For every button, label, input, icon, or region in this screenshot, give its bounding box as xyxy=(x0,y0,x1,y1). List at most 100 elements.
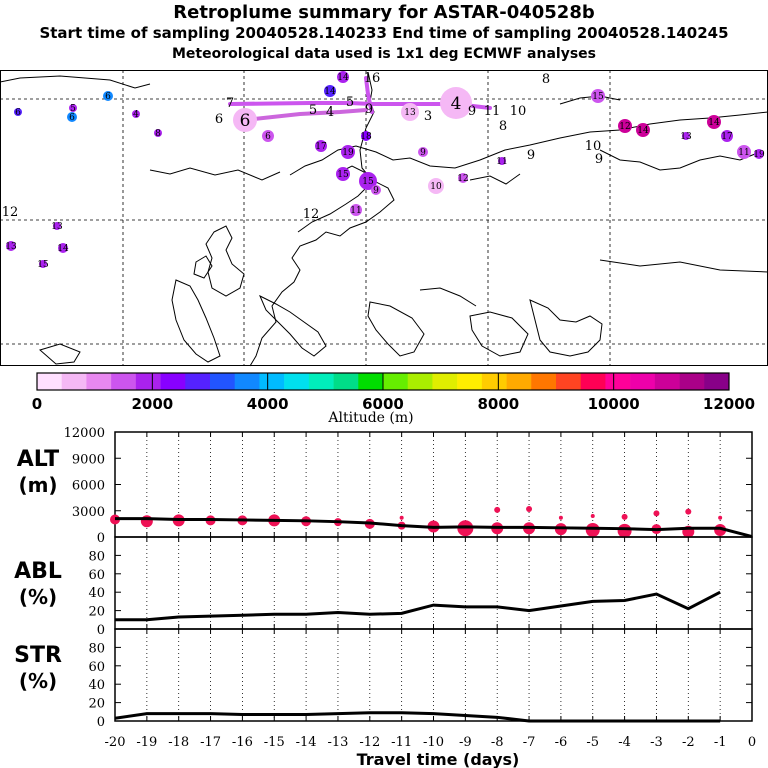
trajectory-cluster-dot xyxy=(154,129,162,137)
trajectory-cluster-dot xyxy=(707,115,721,129)
x-tick-label: -13 xyxy=(327,735,348,750)
coastline xyxy=(149,167,281,181)
trajectory-cluster-dot xyxy=(58,243,68,253)
trajectory-day-label: 11 xyxy=(496,157,507,167)
altitude-marker xyxy=(653,510,660,517)
trajectory-day-label: 19 xyxy=(753,150,765,160)
trajectory-day-label: 13 xyxy=(680,132,692,142)
colorbar-swatch xyxy=(111,373,137,390)
coastline xyxy=(193,255,213,279)
panel-title: ALT xyxy=(17,447,59,472)
x-tick-label: -8 xyxy=(491,735,504,750)
colorbar-swatch xyxy=(605,373,631,390)
altitude-marker xyxy=(140,515,153,528)
chart-title: Retroplume summary for ASTAR-040528b xyxy=(173,2,595,23)
y-tick-label: 60 xyxy=(88,660,105,675)
colorbar-swatch xyxy=(37,373,63,390)
coastline xyxy=(367,301,425,357)
trajectory-cluster-dot xyxy=(361,131,371,141)
trajectory-day-label: 7 xyxy=(226,96,234,111)
trajectory-day-label: 15 xyxy=(337,170,349,180)
trajectory-day-label: 5 xyxy=(346,95,354,110)
trajectory-cluster-dot xyxy=(69,104,77,112)
trajectory-day-label: 9 xyxy=(468,104,476,119)
colorbar-swatch xyxy=(160,373,186,390)
x-tick-label: -10 xyxy=(423,735,444,750)
colorbar-swatch xyxy=(556,373,582,390)
altitude-marker xyxy=(617,523,632,538)
trajectory-day-label: 15 xyxy=(592,92,604,102)
trajectory-cluster-dot xyxy=(67,112,77,122)
colorbar-tick-label: 4000 xyxy=(247,395,289,413)
altitude-marker xyxy=(494,506,501,513)
y-tick-label: 40 xyxy=(88,678,105,693)
x-tick-label: -6 xyxy=(555,735,568,750)
coastline xyxy=(259,294,327,357)
map-frame xyxy=(0,70,768,366)
panel-unit: (%) xyxy=(19,669,57,693)
x-tick-label: -11 xyxy=(391,735,412,750)
trajectory-day-label: 9 xyxy=(595,152,603,167)
altitude-marker xyxy=(558,515,563,520)
trajectory-day-label: 8 xyxy=(155,129,161,139)
trajectory-cluster-dot xyxy=(401,103,419,121)
trajectory-day-label: 17 xyxy=(721,132,733,142)
y-tick-label: 9000 xyxy=(72,452,105,467)
x-tick-label: -14 xyxy=(296,735,317,750)
y-tick-label: 12000 xyxy=(64,426,105,441)
panel-unit: (m) xyxy=(18,473,57,497)
x-tick-label: -19 xyxy=(136,735,157,750)
trajectory-day-label: 9 xyxy=(527,148,535,163)
colorbar-swatch xyxy=(185,373,211,390)
panel-frame xyxy=(114,628,753,722)
colorbar-swatch xyxy=(61,373,87,390)
sampling-time-line: Start time of sampling 20040528.140233 E… xyxy=(39,24,729,42)
trajectory-cluster-dot xyxy=(498,157,506,165)
x-tick-label: -7 xyxy=(523,735,536,750)
trajectory-cluster-dot xyxy=(39,260,47,268)
trajectory-cluster-dot xyxy=(337,71,349,83)
y-tick-label: 20 xyxy=(88,605,105,620)
trajectory-cluster-dot xyxy=(233,108,257,132)
trajectory-day-label: 4 xyxy=(451,94,462,114)
trajectory-cluster-dot xyxy=(14,108,22,116)
trajectory-day-label: 6 xyxy=(105,92,111,102)
y-tick-label: 0 xyxy=(97,715,105,730)
abl-fraction-line xyxy=(115,590,721,622)
trajectory-cluster-dot xyxy=(359,172,377,190)
altitude-marker xyxy=(685,508,692,515)
trajectory-day-label: 6 xyxy=(215,112,223,127)
colorbar-swatch xyxy=(654,373,680,390)
colorbar-swatch xyxy=(580,373,606,390)
x-tick-label: -2 xyxy=(682,735,695,750)
trajectory-cluster-dot xyxy=(682,132,690,140)
coastline xyxy=(599,259,768,273)
y-tick-label: 0 xyxy=(97,623,105,638)
colorbar-tick-label: 10000 xyxy=(588,395,640,413)
x-tick-label: -15 xyxy=(264,735,285,750)
trajectory-day-label: 14 xyxy=(57,244,69,254)
trajectory-day-label: 6 xyxy=(69,113,75,123)
trajectory-day-label: 12 xyxy=(303,207,320,222)
colorbar-swatch xyxy=(531,373,557,390)
colorbar-swatch xyxy=(679,373,705,390)
trajectory-day-label: 18 xyxy=(360,132,372,142)
trajectory-cluster-dot xyxy=(418,147,428,157)
x-tick-label: -4 xyxy=(618,735,631,750)
panel-title: ABL xyxy=(14,559,62,584)
met-data-line: Meteorological data used is 1x1 deg ECMW… xyxy=(172,46,596,62)
colorbar-tick-label: 2000 xyxy=(131,395,173,413)
y-tick-label: 80 xyxy=(88,549,105,564)
colorbar-tick-label: 12000 xyxy=(703,395,755,413)
trajectory-cluster-dot xyxy=(324,85,336,97)
trajectory-cluster-dot xyxy=(428,178,444,194)
trajectory-day-label: 11 xyxy=(350,206,361,216)
x-tick-label: -12 xyxy=(359,735,380,750)
trajectory-day-label: 15 xyxy=(362,177,374,187)
trajectory-cluster-dot xyxy=(458,173,468,183)
trajectory-day-label: 5 xyxy=(309,103,317,118)
trajectory-day-label: 13 xyxy=(5,242,17,252)
trajectory-day-label: 14 xyxy=(324,87,336,97)
